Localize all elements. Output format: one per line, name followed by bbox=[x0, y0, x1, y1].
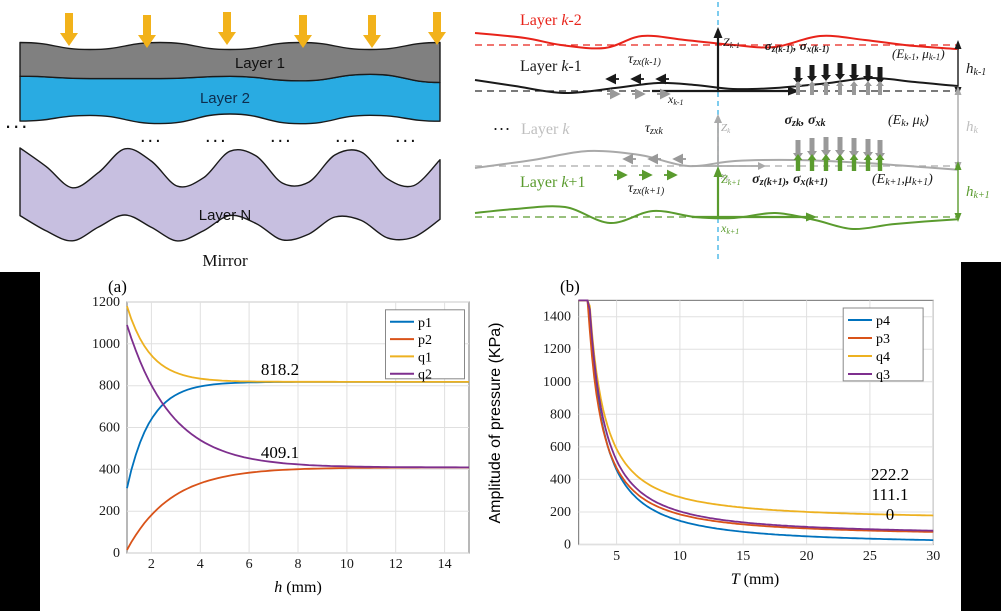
svg-text:Mirror: Mirror bbox=[202, 251, 248, 270]
svg-text:Layer k-1: Layer k-1 bbox=[520, 58, 582, 75]
svg-text:409.1: 409.1 bbox=[261, 443, 299, 462]
svg-text:30: 30 bbox=[926, 549, 940, 564]
svg-text:600: 600 bbox=[99, 421, 120, 436]
svg-text:σzk, σxk: σzk, σxk bbox=[785, 113, 826, 129]
svg-text:1200: 1200 bbox=[543, 342, 571, 357]
svg-text:(Ek, μk): (Ek, μk) bbox=[888, 113, 929, 129]
svg-text:0: 0 bbox=[564, 538, 571, 553]
svg-text:15: 15 bbox=[736, 549, 750, 564]
svg-text:p1: p1 bbox=[418, 316, 432, 331]
svg-text:5: 5 bbox=[613, 549, 620, 564]
svg-text:p3: p3 bbox=[876, 332, 890, 347]
svg-text:(b): (b) bbox=[560, 277, 580, 296]
svg-text:q2: q2 bbox=[418, 368, 432, 383]
svg-text:1000: 1000 bbox=[543, 375, 571, 390]
svg-text:0: 0 bbox=[886, 505, 895, 524]
svg-text:10: 10 bbox=[340, 557, 354, 572]
svg-text:...: ... bbox=[493, 114, 511, 134]
svg-text:T (mm): T (mm) bbox=[731, 571, 779, 588]
svg-text:10: 10 bbox=[673, 549, 687, 564]
svg-text:Zk: Zk bbox=[721, 122, 731, 135]
svg-text:(a): (a) bbox=[108, 277, 127, 296]
svg-text:0: 0 bbox=[113, 546, 120, 561]
svg-text:q1: q1 bbox=[418, 350, 432, 365]
svg-text:...: ... bbox=[395, 125, 418, 147]
svg-text:1200: 1200 bbox=[92, 295, 120, 310]
svg-text:τzx(k-1): τzx(k-1) bbox=[628, 52, 661, 68]
svg-text:6: 6 bbox=[246, 557, 253, 572]
svg-text:hk: hk bbox=[966, 119, 979, 136]
svg-text:(Ek+1,μk+1): (Ek+1,μk+1) bbox=[872, 172, 933, 188]
svg-text:Zk+1: Zk+1 bbox=[721, 172, 741, 187]
svg-text:400: 400 bbox=[550, 472, 571, 487]
svg-text:h (mm): h (mm) bbox=[274, 579, 322, 596]
svg-text:222.2: 222.2 bbox=[871, 465, 909, 484]
svg-text:Layer N: Layer N bbox=[199, 207, 252, 224]
svg-text:xk-1: xk-1 bbox=[667, 92, 684, 107]
svg-text:8: 8 bbox=[295, 557, 302, 572]
svg-text:Layer 1: Layer 1 bbox=[235, 55, 285, 72]
svg-text:σz(k+1), σx(k+1): σz(k+1), σx(k+1) bbox=[752, 172, 828, 188]
svg-text:q3: q3 bbox=[876, 368, 890, 383]
svg-text:2: 2 bbox=[148, 557, 155, 572]
svg-text:Zk-1: Zk-1 bbox=[723, 35, 740, 50]
svg-text:818.2: 818.2 bbox=[261, 360, 299, 379]
svg-text:Layer k: Layer k bbox=[521, 121, 570, 138]
svg-text:Amplitude of pressure (KPa): Amplitude of pressure (KPa) bbox=[487, 323, 504, 524]
svg-text:p4: p4 bbox=[876, 314, 890, 329]
svg-text:...: ... bbox=[205, 125, 228, 147]
svg-text:p2: p2 bbox=[418, 333, 432, 348]
svg-text:400: 400 bbox=[99, 462, 120, 477]
svg-text:25: 25 bbox=[863, 549, 877, 564]
svg-text:Layer k+1: Layer k+1 bbox=[520, 174, 585, 191]
svg-text:111.1: 111.1 bbox=[872, 485, 909, 504]
svg-text:τzx(k+1): τzx(k+1) bbox=[628, 181, 665, 197]
svg-text:1000: 1000 bbox=[92, 337, 120, 352]
svg-text:200: 200 bbox=[99, 504, 120, 519]
svg-text:800: 800 bbox=[99, 379, 120, 394]
svg-text:4: 4 bbox=[197, 557, 204, 572]
svg-text:...: ... bbox=[335, 125, 358, 147]
svg-text:14: 14 bbox=[438, 557, 452, 572]
svg-text:800: 800 bbox=[550, 407, 571, 422]
svg-text:hk-1: hk-1 bbox=[966, 61, 986, 78]
svg-text:...: ... bbox=[140, 125, 163, 147]
svg-text:...: ... bbox=[270, 125, 293, 147]
svg-text:Layer k-2: Layer k-2 bbox=[520, 12, 582, 29]
svg-text:12: 12 bbox=[389, 557, 403, 572]
svg-text:σz(k-1), σx(k-1): σz(k-1), σx(k-1) bbox=[765, 38, 830, 54]
svg-text:200: 200 bbox=[550, 505, 571, 520]
svg-text:hk+1: hk+1 bbox=[966, 184, 990, 201]
svg-text:20: 20 bbox=[800, 549, 814, 564]
svg-text:τzxk: τzxk bbox=[645, 121, 663, 137]
svg-text:Layer 2: Layer 2 bbox=[200, 90, 250, 107]
svg-text:1400: 1400 bbox=[543, 310, 571, 325]
svg-text:q4: q4 bbox=[876, 350, 890, 365]
svg-text:600: 600 bbox=[550, 440, 571, 455]
svg-text:xk+1: xk+1 bbox=[720, 221, 739, 236]
